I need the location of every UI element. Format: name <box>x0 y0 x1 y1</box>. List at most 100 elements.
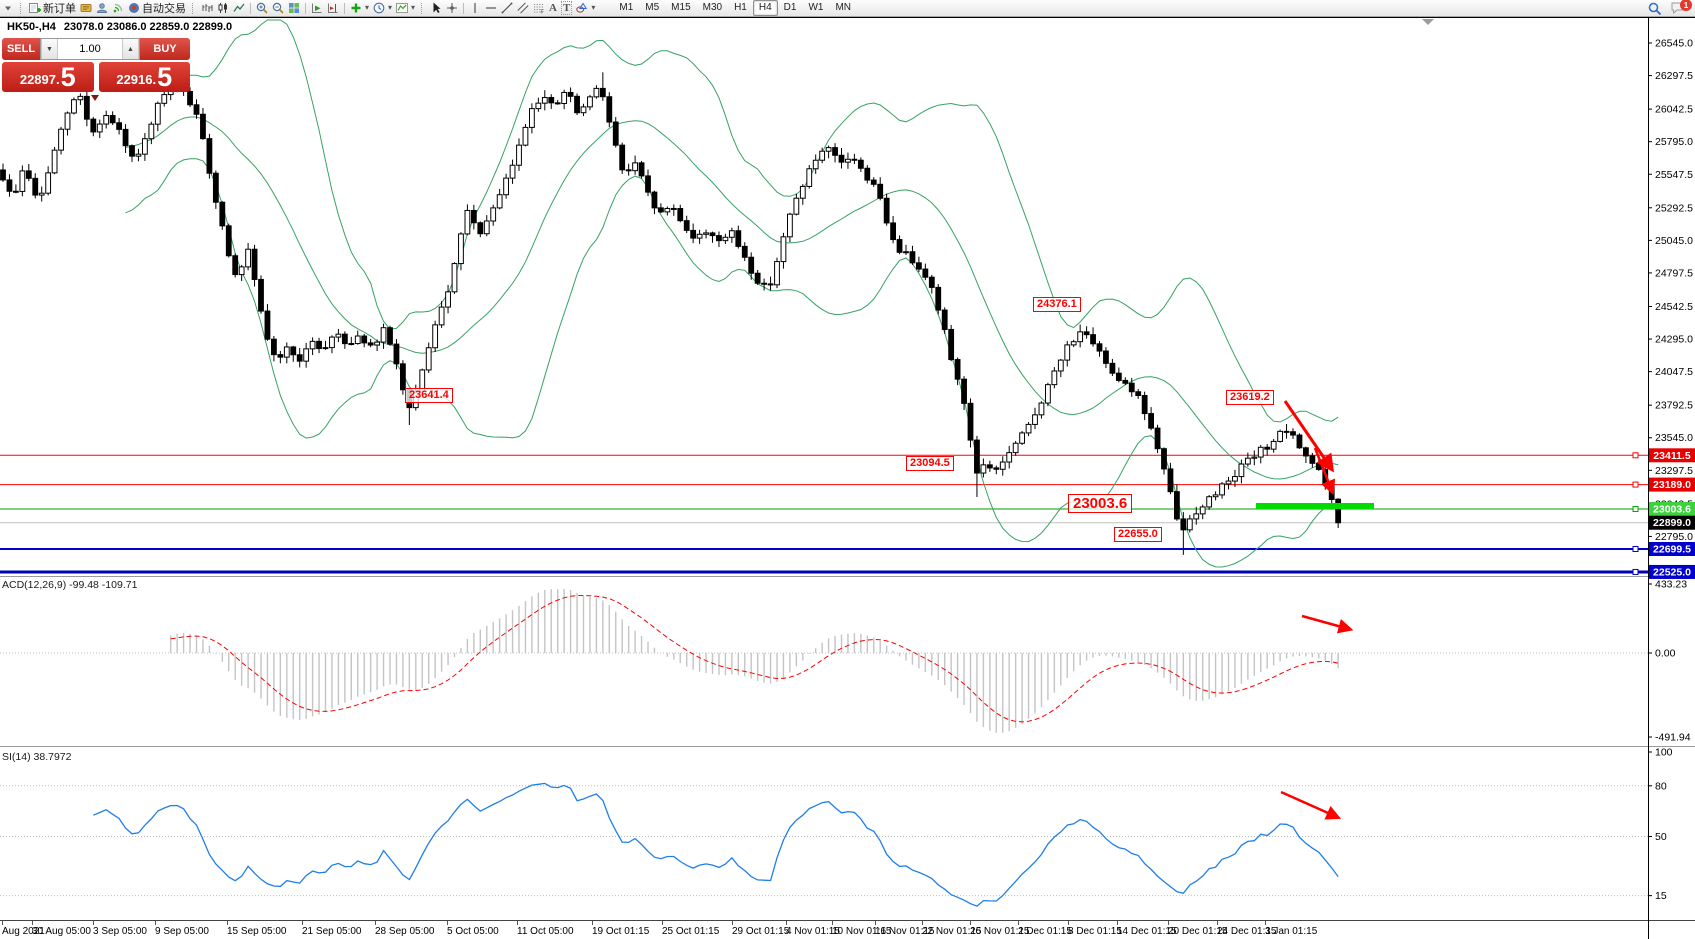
hline-handle[interactable] <box>1632 568 1639 575</box>
price-annotation[interactable]: 23003.6 <box>1068 494 1133 513</box>
vertical-line-button[interactable] <box>467 1 483 16</box>
signal-button[interactable] <box>110 1 126 16</box>
hline-handle[interactable] <box>1632 452 1639 459</box>
hline-handle[interactable] <box>1632 545 1639 552</box>
price-annotation[interactable]: 24376.1 <box>1033 297 1081 312</box>
volume-value[interactable]: 1.00 <box>58 39 122 59</box>
candle-body <box>1251 456 1258 459</box>
dropdown-caret-button[interactable] <box>0 1 16 16</box>
autotrading-button[interactable]: 自动交易 <box>126 1 188 16</box>
sell-button[interactable]: SELL <box>2 38 40 60</box>
trend-arrow[interactable] <box>1301 614 1354 634</box>
candle-body <box>13 190 19 193</box>
auto-scroll-button[interactable] <box>309 1 325 16</box>
bar-chart-button[interactable] <box>199 1 215 16</box>
candle-body <box>735 230 742 247</box>
market-watch-icon <box>80 4 92 12</box>
candle-body <box>1103 350 1109 364</box>
rsi-plot <box>0 782 1648 907</box>
text-button[interactable]: A <box>547 1 559 16</box>
market-watch-button[interactable] <box>78 1 94 16</box>
line-chart-button[interactable] <box>231 1 247 16</box>
candle-body <box>341 333 348 345</box>
price-badge <box>1649 541 1695 556</box>
drawings[interactable] <box>1256 400 1374 820</box>
search-button[interactable] <box>1646 1 1663 16</box>
timeframe-button-h4[interactable]: H4 <box>752 0 778 16</box>
hline-handle[interactable] <box>1632 481 1639 488</box>
candle-body <box>1238 463 1245 478</box>
macd-axis-label: 433.23 <box>1655 579 1687 591</box>
timeframe-button-d1[interactable]: D1 <box>783 2 797 13</box>
candle-body <box>948 328 955 361</box>
candle-body <box>606 96 613 123</box>
candle-body <box>1038 402 1045 416</box>
zoom-in-button[interactable] <box>254 1 270 16</box>
trend-arrow[interactable] <box>1280 790 1342 820</box>
shapes-button[interactable]: ▾ <box>574 1 597 16</box>
buy-price-display[interactable]: 22916. 5 <box>98 62 190 92</box>
fibonacci-button[interactable]: F <box>531 1 547 16</box>
volume-increase-button[interactable]: ▲ <box>122 39 139 59</box>
candle-body <box>548 97 555 104</box>
new-order-button[interactable]: 新订单 <box>27 1 78 16</box>
trendline-button[interactable] <box>499 1 515 16</box>
candle-body <box>632 162 639 172</box>
profile-button[interactable] <box>94 1 110 16</box>
timeframe-button-m5[interactable]: M5 <box>645 2 660 13</box>
candle-body <box>535 102 542 110</box>
crosshair-button[interactable] <box>444 1 460 16</box>
price-annotation[interactable]: 23094.5 <box>906 456 954 471</box>
price-tick-label: 26545.0 <box>1655 38 1693 50</box>
cursor-button[interactable] <box>428 1 444 16</box>
indicators-button[interactable]: ▾ <box>348 1 371 16</box>
timeframe-button-m15[interactable]: M15 <box>671 2 691 13</box>
rsi-axis-label: 80 <box>1655 780 1667 792</box>
timeframe-button-mn[interactable]: MN <box>835 2 852 13</box>
candle-body <box>142 138 148 155</box>
periods-button[interactable]: ▾ <box>371 1 394 16</box>
candle-body <box>393 343 400 365</box>
timeframe-button-m1[interactable]: M1 <box>619 2 634 13</box>
candlestick-chart-button[interactable] <box>215 1 231 16</box>
price-annotation[interactable]: 23641.4 <box>405 388 453 403</box>
trade-panel-collapse-icon[interactable] <box>91 95 99 101</box>
candle-body <box>845 158 851 163</box>
sell-price-display[interactable]: 22897. 5 <box>2 62 94 92</box>
candle-body <box>264 310 271 340</box>
chat-button[interactable]: 1 <box>1671 0 1692 15</box>
candle-body <box>129 145 135 157</box>
trend-arrow[interactable] <box>1313 447 1336 496</box>
time-tick-label: 2 Dec 01:15 <box>1018 926 1072 937</box>
zoom-out-button[interactable] <box>270 1 286 16</box>
sell-price-base: 22897. <box>19 72 60 87</box>
price-annotation[interactable]: 23619.2 <box>1226 390 1274 405</box>
timeframe-button-w1[interactable]: W1 <box>808 2 824 13</box>
candle-body <box>793 197 800 215</box>
hline-handle[interactable] <box>1632 505 1639 512</box>
timeframe-button-h1[interactable]: H1 <box>734 2 747 13</box>
timeframe-button-m30[interactable]: M30 <box>702 2 723 13</box>
price-tick-label: 24797.5 <box>1655 267 1693 279</box>
templates-button[interactable]: ▾ <box>394 1 417 16</box>
price-badge <box>1649 448 1695 463</box>
buy-button[interactable]: BUY <box>140 38 190 60</box>
trend-arrow[interactable] <box>1283 400 1335 473</box>
volume-decrease-button[interactable]: ▼ <box>41 39 58 59</box>
tile-windows-icon <box>289 3 299 13</box>
candle-body <box>599 87 606 98</box>
tile-windows-button[interactable] <box>286 1 302 16</box>
price-annotation[interactable]: 22655.0 <box>1114 527 1162 542</box>
channel-button[interactable] <box>515 1 531 16</box>
new-order-icon <box>29 3 41 13</box>
horizontal-line-button[interactable] <box>483 1 499 16</box>
chevron-down-icon: ▾ <box>365 3 370 12</box>
text-label-button[interactable]: T <box>559 1 574 16</box>
candle-body <box>890 222 897 241</box>
key-level-lines[interactable] <box>0 452 1648 575</box>
time-tick-label: 25 Oct 01:15 <box>662 926 720 937</box>
crosshair-icon <box>447 3 458 13</box>
toolbar-right-group: 1 <box>1646 0 1695 16</box>
chart-shift-button[interactable] <box>325 1 341 16</box>
